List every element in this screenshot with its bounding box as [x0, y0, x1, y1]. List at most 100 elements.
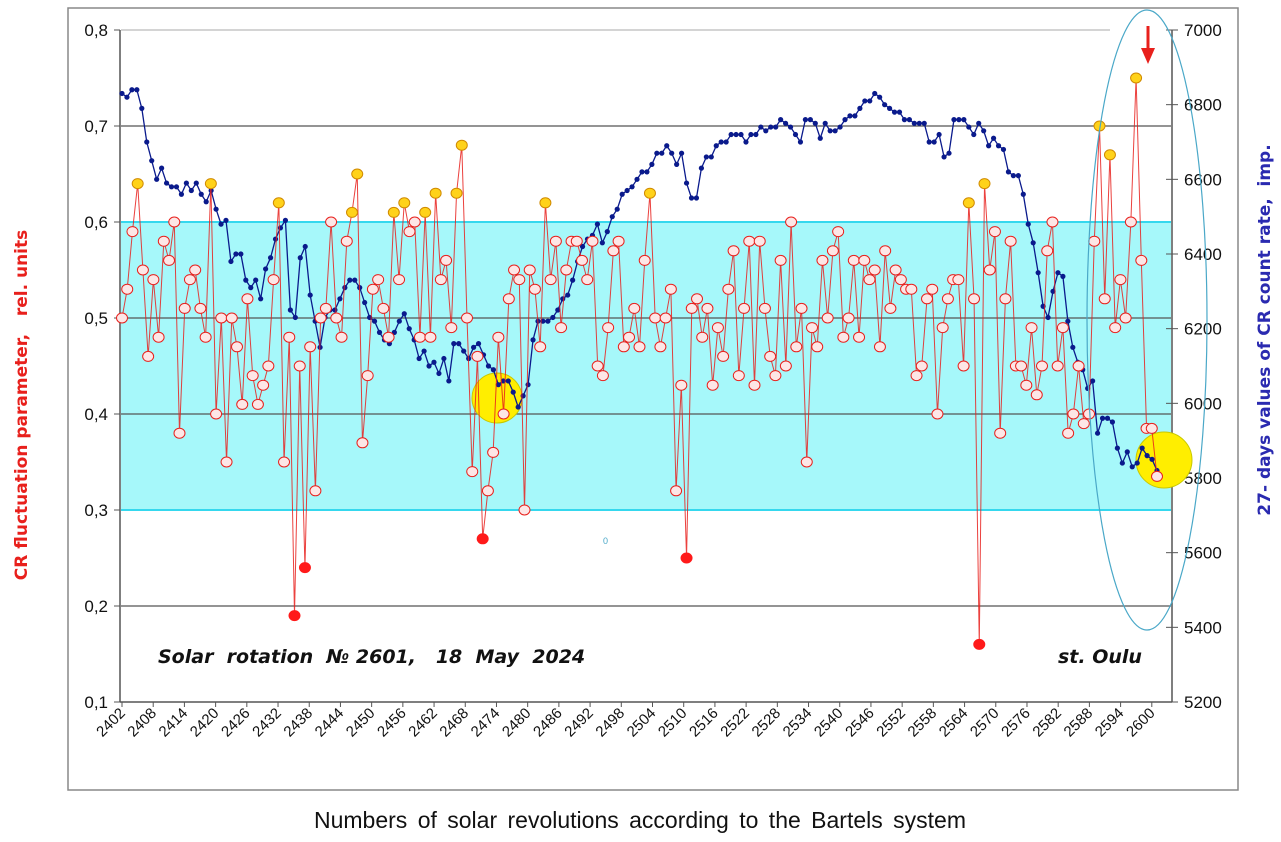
count-rate-point [906, 117, 912, 123]
fluctuation-point [576, 254, 588, 266]
fluctuation-point [570, 235, 583, 247]
fluctuation-point [183, 274, 196, 286]
count-rate-point [773, 124, 779, 130]
fluctuation-point-low [973, 638, 986, 650]
fluctuation-point [1124, 216, 1137, 228]
count-rate-point [461, 348, 467, 354]
fluctuation-point [1051, 360, 1064, 372]
count-rate-point [490, 367, 497, 373]
count-rate-point [674, 161, 680, 167]
count-rate-point [664, 143, 670, 149]
fluctuation-point [1004, 235, 1017, 247]
fluctuation-point [278, 456, 291, 468]
fluctuation-point [806, 322, 818, 334]
count-rate-point [218, 221, 224, 227]
count-rate-point [139, 105, 145, 111]
fluctuation-point [879, 245, 892, 257]
red-arrow-icon [1141, 26, 1155, 64]
fluctuation-point [1145, 422, 1158, 434]
fluctuation-point [283, 331, 296, 343]
fluctuation-point [220, 456, 233, 468]
fluctuation-point [711, 322, 724, 334]
fluctuation-point [910, 370, 923, 382]
count-rate-point [332, 307, 338, 313]
fluctuation-point-high [450, 187, 463, 199]
count-rate-point [287, 307, 293, 313]
count-rate-point [292, 314, 298, 321]
y-right-tick-label: 6400 [1184, 245, 1222, 264]
fluctuation-point [743, 235, 756, 247]
fluctuation-point [1041, 245, 1054, 257]
count-rate-point [693, 195, 700, 201]
fluctuation-point [178, 302, 191, 314]
y-left-tick-label: 0,1 [84, 693, 108, 712]
fluctuation-point [1109, 322, 1122, 334]
fluctuation-point [659, 312, 672, 324]
count-rate-point [792, 131, 799, 138]
fluctuation-point [654, 341, 667, 353]
count-rate-point [451, 341, 457, 347]
fluctuation-point [1020, 379, 1033, 391]
count-rate-point [1035, 270, 1041, 276]
fluctuation-point-low [680, 552, 693, 564]
count-rate-point [267, 255, 274, 261]
count-rate-point [371, 318, 378, 324]
fluctuation-point-high [1130, 72, 1143, 84]
count-rate-point [1119, 460, 1125, 466]
fluctuation-point [487, 446, 500, 458]
count-rate-point [778, 117, 784, 123]
fluctuation-point [685, 302, 698, 314]
fluctuation-point [534, 341, 547, 353]
count-rate-point [505, 378, 511, 384]
count-rate-point [951, 117, 957, 123]
count-rate-point [743, 139, 749, 145]
left-axis-title: CR fluctuation parameter, rel. units [12, 230, 32, 581]
fluctuation-point [727, 245, 740, 257]
fluctuation-point [382, 331, 395, 343]
fluctuation-point [434, 274, 447, 286]
fluctuation-point-high [978, 178, 991, 190]
count-rate-point [238, 251, 244, 257]
count-rate-point [827, 128, 833, 134]
count-rate-point [228, 258, 234, 265]
count-rate-point [688, 195, 695, 201]
count-rate-point [728, 131, 734, 138]
fluctuation-point-high [387, 206, 400, 218]
count-rate-point [159, 165, 165, 171]
fluctuation-point [335, 331, 348, 343]
fluctuation-point [1151, 470, 1163, 482]
fluctuation-point [664, 283, 677, 295]
fluctuation-point [319, 302, 332, 314]
fluctuation-point [1062, 427, 1075, 439]
grid-lines [121, 29, 1171, 607]
fluctuation-point [466, 466, 479, 478]
count-rate-point [847, 113, 853, 119]
count-rate-point [144, 139, 150, 145]
count-rate-point [1099, 415, 1106, 421]
count-rate-point [817, 135, 823, 141]
fluctuation-point [926, 283, 939, 295]
fluctuation-point-high [346, 206, 358, 218]
fluctuation-point-high [204, 178, 217, 190]
y-left-tick-label: 0,2 [84, 597, 108, 616]
count-rate-point [1020, 191, 1026, 197]
fluctuation-point [471, 350, 484, 362]
count-rate-point [188, 187, 194, 194]
fluctuation-point [748, 379, 761, 391]
count-rate-point [758, 124, 764, 130]
count-rate-point [669, 150, 675, 156]
fluctuation-point [821, 312, 834, 324]
y-right-tick-label: 6600 [1184, 170, 1222, 189]
fluctuation-point-high [962, 197, 975, 209]
count-rate-point [966, 124, 972, 130]
count-rate-point [753, 131, 759, 138]
count-rate-point [223, 217, 229, 223]
count-rate-point [713, 143, 719, 149]
count-rate-point [347, 277, 353, 283]
count-rate-point [976, 120, 982, 126]
count-rate-point [703, 154, 709, 160]
fluctuation-point [215, 312, 228, 324]
count-rate-point [555, 307, 561, 313]
count-rate-point [129, 87, 135, 93]
count-rate-point [901, 117, 908, 123]
